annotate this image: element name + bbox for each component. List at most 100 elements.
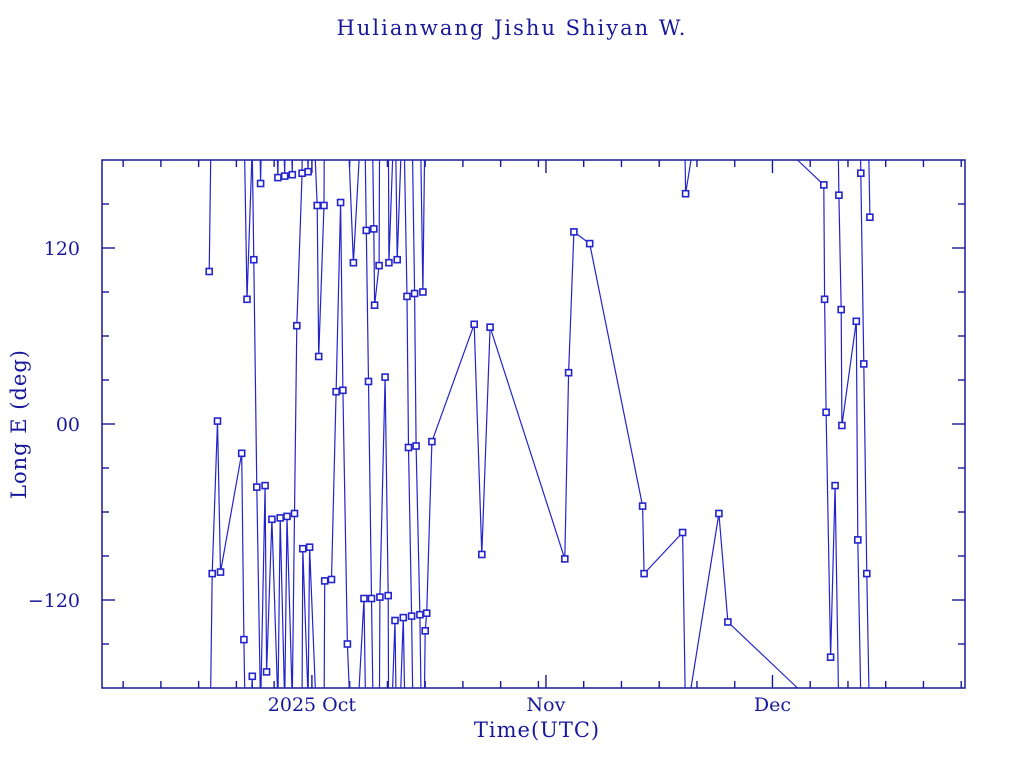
data-point-marker: [288, 170, 297, 179]
data-point-marker: [205, 267, 213, 276]
data-point-marker: [243, 295, 251, 304]
data-point-marker: [370, 301, 379, 310]
y-tick-label: 00: [56, 414, 80, 436]
data-point-marker: [486, 323, 494, 332]
data-point-marker: [320, 577, 329, 585]
data-point-marker: [404, 443, 413, 452]
data-point-marker: [304, 167, 312, 176]
data-point-marker: [681, 189, 690, 198]
plot-border: [101, 159, 966, 689]
data-point-marker: [240, 635, 248, 644]
data-point-marker: [820, 295, 829, 304]
data-point-marker: [585, 239, 594, 248]
data-point-marker: [819, 181, 828, 189]
data-point-marker: [724, 618, 732, 626]
data-point-marker: [369, 225, 378, 233]
data-point-marker: [216, 568, 225, 576]
data-point-marker: [276, 514, 285, 522]
data-point-marker: [384, 591, 393, 600]
y-tick-label: 120: [44, 238, 80, 260]
data-point-marker: [715, 509, 723, 518]
data-point-marker: [376, 593, 384, 601]
data-point-marker: [470, 320, 479, 329]
x-tick-label: 2025 Oct: [268, 694, 357, 716]
data-point-marker: [261, 481, 269, 490]
data-point-marker: [320, 201, 328, 210]
data-point-marker: [349, 258, 358, 267]
data-point-marker: [391, 616, 399, 625]
data-point-marker: [381, 373, 389, 381]
data-point-marker: [419, 288, 427, 296]
data-point-marker: [477, 550, 486, 559]
data-point-marker: [283, 512, 291, 521]
data-point-marker: [560, 555, 569, 563]
axis-ticks: [102, 160, 965, 688]
data-point-marker: [290, 509, 299, 518]
data-point-marker: [428, 437, 436, 446]
data-point-marker: [831, 481, 839, 490]
data-point-marker: [838, 421, 846, 430]
data-point-marker: [256, 179, 265, 188]
data-point-marker: [826, 653, 835, 662]
data-point-marker: [375, 261, 383, 270]
data-point-marker: [248, 672, 257, 681]
data-point-marker: [298, 544, 307, 553]
y-axis-title: Long E (deg): [7, 349, 31, 499]
x-axis-title: Time(UTC): [473, 718, 601, 742]
data-point-marker: [268, 515, 276, 524]
data-point-marker: [213, 417, 222, 425]
chart-title: Hulianwang Jishu Shiyan W.: [336, 16, 688, 40]
data-point-marker: [237, 449, 246, 458]
data-point-marker: [339, 386, 347, 395]
data-point-marker: [367, 594, 376, 603]
data-point-marker: [393, 255, 402, 264]
data-point-marker: [640, 569, 648, 578]
data-point-marker: [298, 169, 306, 177]
data-point-marker: [422, 609, 431, 618]
data-point-marker: [407, 612, 416, 620]
data-point-marker: [305, 543, 314, 552]
data-point-marker: [416, 610, 424, 619]
data-point-marker: [327, 575, 336, 584]
data-point-marker: [852, 317, 861, 326]
data-point-marker: [570, 228, 578, 236]
data-point-marker: [410, 289, 419, 298]
x-tick-label: Dec: [754, 694, 791, 716]
data-point-marker: [856, 169, 865, 177]
data-point-marker: [822, 408, 830, 417]
data-point-marker: [385, 258, 393, 267]
data-point-marker: [280, 172, 289, 180]
data-point-marker: [332, 387, 340, 396]
data-point-marker: [336, 198, 345, 207]
data-point-marker: [421, 626, 430, 635]
data-point-marker: [314, 352, 323, 361]
data-point-marker: [403, 292, 411, 301]
data-markers: [205, 167, 874, 681]
data-point-marker: [866, 213, 874, 221]
data-point-marker: [313, 201, 322, 210]
data-point-marker: [364, 377, 373, 386]
data-point-marker: [208, 569, 216, 578]
x-tick-label: Nov: [527, 694, 566, 716]
data-point-marker: [360, 594, 368, 603]
data-point-marker: [859, 360, 868, 368]
data-point-marker: [638, 502, 647, 510]
data-point-marker: [399, 613, 408, 622]
data-point-marker: [678, 528, 687, 537]
data-point-marker: [262, 668, 271, 676]
data-point-marker: [253, 483, 261, 491]
data-point-marker: [250, 255, 258, 264]
y-tick-label: −120: [28, 590, 80, 612]
tick-labels: 120 00 −120 2025 Oct Nov Dec: [28, 238, 791, 716]
data-point-marker: [853, 536, 862, 544]
data-point-marker: [862, 569, 871, 578]
data-line: [208, 159, 871, 689]
data-point-marker: [412, 442, 420, 450]
data-point-marker: [292, 321, 301, 330]
data-point-marker: [837, 305, 846, 314]
data-point-marker: [343, 640, 352, 648]
data-point-marker: [564, 368, 573, 377]
data-point-marker: [835, 191, 843, 199]
